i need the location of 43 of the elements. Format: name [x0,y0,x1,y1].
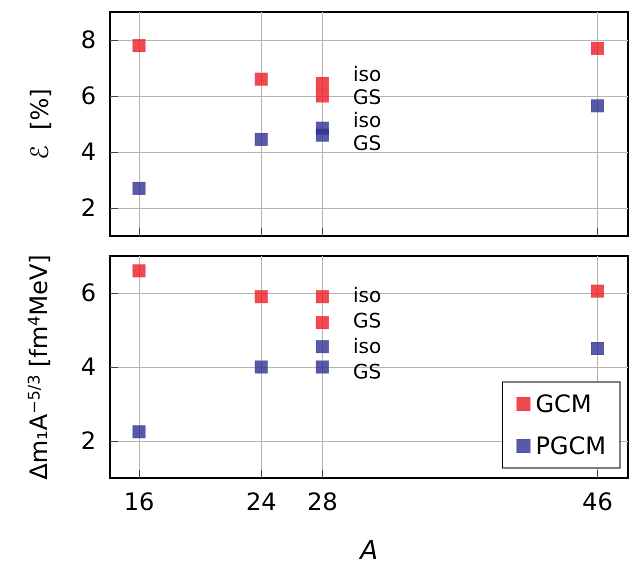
legend-label: PGCM [535,432,606,460]
x-axis-title: A [358,536,378,566]
y-tick-label: 2 [80,427,96,455]
x-tick-label: 28 [307,488,338,516]
point [316,360,329,374]
point [590,42,604,55]
x-tick-label: 24 [246,488,277,516]
annotation: GS [353,360,382,384]
point [132,264,146,278]
annotation: iso [353,334,382,358]
point [316,76,329,90]
point [254,132,268,146]
point [590,342,604,355]
y-axis-title: ℰ [%] [26,88,54,160]
point [590,99,604,112]
annotation: iso [353,108,382,132]
point [316,290,329,304]
annotation: iso [353,62,382,86]
point [254,360,268,374]
legend-label: GCM [535,390,592,418]
y-tick-label: 4 [80,353,96,381]
point [254,290,268,304]
point [132,425,146,438]
point [316,316,329,330]
point [590,284,604,298]
annotation: iso [353,283,382,307]
point [316,340,329,354]
y-tick-label: 6 [80,279,96,307]
x-tick-label: 16 [124,488,154,516]
point [132,39,146,52]
annotation: GS [353,131,382,155]
y-tick-label: 8 [80,26,96,54]
y-tick-label: 4 [80,138,96,166]
point [316,90,329,102]
point [254,72,268,86]
y-axis-title: Δm₁A−5/3 [fm4MeV] [24,254,53,480]
annotation: GS [353,85,382,109]
annotation: GS [353,308,382,332]
point [132,182,146,195]
x-tick-label: 46 [582,488,613,516]
y-tick-label: 6 [80,82,96,110]
point [316,128,329,142]
y-tick-label: 2 [80,194,96,222]
